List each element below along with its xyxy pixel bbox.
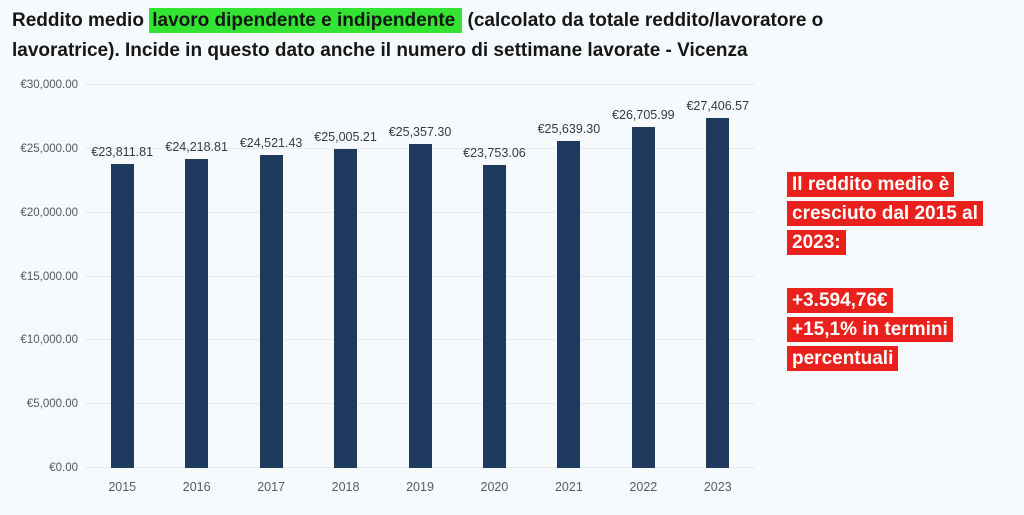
y-axis-tick-label: €30,000.00 <box>20 79 78 91</box>
title-highlight: lavoro dipendente e indipendente <box>149 8 463 33</box>
bar-column: €25,005.21 2018 <box>306 85 386 494</box>
bar-chart: €23,811.81 2015 €24,218.81 2016 €24,521.43 20… <box>0 79 758 494</box>
bar-column: €24,218.81 2016 <box>157 85 237 494</box>
bar-value-label: €27,406.57 <box>686 99 750 114</box>
bar-value-label: €24,218.81 <box>165 139 228 154</box>
gridline <box>85 84 755 85</box>
bar-column: €23,753.06 2020 <box>454 85 534 494</box>
bar-2015[interactable] <box>110 164 134 468</box>
bar-column: €25,639.30 2021 <box>529 85 609 494</box>
bar-2021[interactable] <box>557 140 581 468</box>
bar-value-label: €23,753.06 <box>463 145 526 160</box>
annotation-stats-text: +3.594,76€ +15,1% in termini percentuali <box>787 288 953 371</box>
annotation-heading: Il reddito medio è cresciuto dal 2015 al… <box>787 170 1024 257</box>
y-axis-tick-label: €0.00 <box>49 462 78 474</box>
annotation-stats: +3.594,76€ +15,1% in termini percentuali <box>787 286 1024 373</box>
y-axis-tick-label: €25,000.00 <box>20 142 78 155</box>
bar-2016[interactable] <box>185 158 209 468</box>
bar-2020[interactable] <box>482 164 506 468</box>
x-axis-year-label: 2017 <box>257 480 286 494</box>
bar-2023[interactable] <box>706 118 730 468</box>
x-axis-year-label: 2019 <box>406 480 434 494</box>
x-axis-year-label: 2015 <box>108 480 137 494</box>
bar-value-label: €26,705.99 <box>612 108 675 123</box>
x-axis-year-label: 2021 <box>554 480 583 494</box>
annotation-box: Il reddito medio è cresciuto dal 2015 al… <box>787 170 1024 373</box>
x-axis-year-label: 2016 <box>182 480 211 494</box>
bar-column: €26,705.99 2022 <box>603 85 683 494</box>
bar-value-label: €23,811.81 <box>91 145 154 160</box>
bar-value-label: €25,005.21 <box>314 129 377 144</box>
bar-column: €27,406.57 2023 <box>678 85 758 494</box>
title-prefix: Reddito medio <box>12 10 150 31</box>
plot-area: €23,811.81 2015 €24,218.81 2016 €24,521.43 20… <box>82 84 758 494</box>
bar-value-label: €24,521.43 <box>239 135 303 150</box>
bar-2022[interactable] <box>631 127 655 468</box>
bar-column: €25,357.30 2019 <box>380 85 460 494</box>
x-axis-year-label: 2023 <box>703 480 732 494</box>
page-title: Reddito medio lavoro dipendente e indipe… <box>12 6 997 66</box>
y-axis-tick-label: €5,000.00 <box>26 398 78 411</box>
bar-2018[interactable] <box>334 148 358 468</box>
y-axis-tick-label: €20,000.00 <box>20 206 78 219</box>
x-axis-year-label: 2022 <box>629 480 658 494</box>
title-suffix: (calcolato da totale reddito/lavoratore … <box>12 10 824 61</box>
bar-column: €24,521.43 2017 <box>231 85 311 494</box>
bar-2017[interactable] <box>259 154 283 468</box>
y-axis-tick-label: €15,000.00 <box>20 270 78 283</box>
x-axis-year-label: 2020 <box>480 480 509 494</box>
bar-2019[interactable] <box>408 144 432 468</box>
y-axis-tick-label: €10,000.00 <box>20 334 78 347</box>
annotation-heading-text: Il reddito medio è cresciuto dal 2015 al… <box>787 172 983 255</box>
bar-column: €23,811.81 2015 <box>82 85 162 494</box>
bar-value-label: €25,639.30 <box>537 121 601 136</box>
x-axis-year-label: 2018 <box>331 480 360 494</box>
bar-value-label: €25,357.30 <box>388 125 452 140</box>
